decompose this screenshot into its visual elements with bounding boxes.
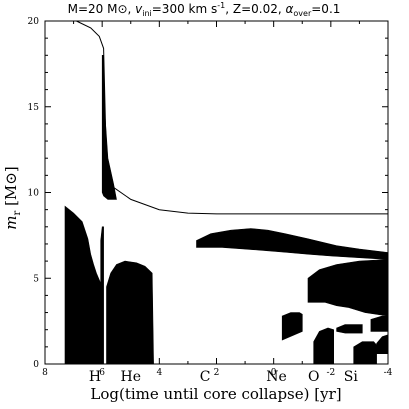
zone-h-core: [64, 205, 101, 364]
y-tick-label: 0: [33, 360, 39, 370]
x-tick-label: 0: [271, 368, 277, 378]
zone-o-shell-2: [370, 315, 388, 332]
x-tick-label: 2: [214, 368, 220, 378]
zone-si-shell: [376, 334, 388, 354]
y-tick-label: 10: [28, 189, 40, 199]
zone-h-shell-lower: [100, 226, 104, 364]
zone-he-core: [106, 260, 154, 364]
chart-title: M=20 M⊙, vini=300 km s-1, Z=0.02, αover=…: [68, 1, 341, 18]
total-mass-line: [76, 20, 388, 215]
burning-label-h: H: [89, 369, 101, 385]
x-tick-label: 8: [42, 368, 48, 378]
x-tick-label: -2: [326, 368, 335, 378]
x-tick-label: -4: [384, 368, 393, 378]
burning-label-ne: Ne: [266, 369, 287, 385]
zone-o-shell: [336, 324, 363, 334]
zone-ne-core: [281, 312, 303, 341]
y-tick-label: 15: [28, 103, 40, 113]
x-axis-label: Log(time until core collapse) [yr]: [90, 385, 341, 403]
y-tick-label: 20: [28, 17, 40, 27]
burning-label-si: Si: [344, 369, 359, 385]
zone-si-core: [353, 341, 377, 364]
zone-c-shell-2: [307, 259, 388, 317]
burning-label-o: O: [308, 369, 319, 385]
zone-o-core: [313, 327, 334, 364]
x-tick-label: 4: [156, 368, 162, 378]
y-tick-label: 5: [33, 274, 39, 284]
burning-label-he: He: [121, 369, 142, 385]
y-axis-label: mr [M⊙]: [2, 166, 23, 229]
x-tick-label: 6: [99, 368, 105, 378]
convective-zones: [64, 55, 388, 364]
zone-c-shell: [196, 228, 388, 260]
burning-label-c: C: [200, 369, 211, 385]
